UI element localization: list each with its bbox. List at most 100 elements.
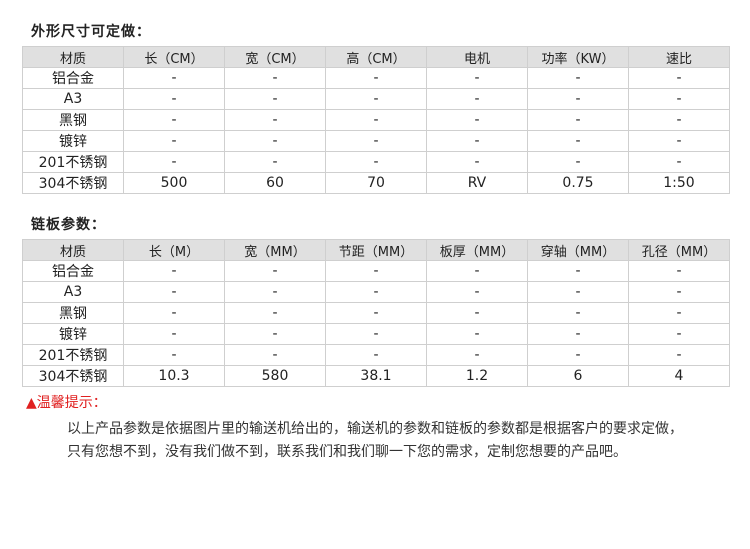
- note-paragraph: 以上产品参数是依据图片里的输送机给出的，输送机的参数和链板的参数都是根据客户的要…: [67, 418, 727, 464]
- table-cell: 70: [325, 172, 427, 194]
- table-cell: -: [426, 302, 528, 324]
- table-cell: RV: [426, 172, 528, 194]
- table-cell: -: [123, 67, 225, 89]
- table-row: 铝合金 - - - - - -: [22, 67, 730, 89]
- note-line: 只有您想不到，没有我们做不到，联系我们和我们聊一下您的需求，定制您想要的产品吧。: [67, 444, 627, 460]
- table-cell: 6: [527, 365, 629, 387]
- table-cell: -: [325, 151, 427, 173]
- table-cell: -: [426, 88, 528, 110]
- table-cell: -: [224, 88, 326, 110]
- table-cell: -: [123, 302, 225, 324]
- table-cell: -: [325, 88, 427, 110]
- table-cell: -: [426, 67, 528, 89]
- table-cell: -: [325, 260, 427, 282]
- column-header: 材质: [22, 46, 124, 68]
- table-cell: -: [325, 323, 427, 345]
- table-cell: -: [628, 130, 730, 152]
- column-header: 宽（CM）: [224, 46, 326, 68]
- table-row: 201不锈钢 - - - - - -: [22, 344, 730, 366]
- column-header: 孔径（MM）: [628, 239, 730, 261]
- column-header: 材质: [22, 239, 124, 261]
- section2-title: 链板参数：: [31, 217, 106, 233]
- table-cell: 201不锈钢: [22, 151, 124, 173]
- table-cell: -: [628, 302, 730, 324]
- table-row: 304不锈钢 500 60 70 RV 0.75 1:50: [22, 172, 730, 194]
- table-cell: 4: [628, 365, 730, 387]
- table-cell: 镀锌: [22, 130, 124, 152]
- column-header: 速比: [628, 46, 730, 68]
- table-row: 304不锈钢 10.3 580 38.1 1.2 6 4: [22, 365, 730, 387]
- table-cell: 铝合金: [22, 67, 124, 89]
- table-cell: -: [123, 281, 225, 303]
- table-cell: -: [527, 281, 629, 303]
- table-cell: -: [123, 109, 225, 131]
- column-header: 长（M）: [123, 239, 225, 261]
- table-row: A3- - - - - -: [22, 281, 730, 303]
- table-cell: -: [426, 151, 528, 173]
- table-cell: 304不锈钢: [22, 365, 124, 387]
- table-cell: 10.3: [123, 365, 225, 387]
- table-cell: -: [527, 88, 629, 110]
- table-cell: -: [527, 260, 629, 282]
- table-cell: -: [426, 281, 528, 303]
- table-cell: 580: [224, 365, 326, 387]
- table-cell: 0.75: [527, 172, 629, 194]
- table-cell: -: [325, 130, 427, 152]
- table-cell: -: [325, 302, 427, 324]
- column-header: 穿轴（MM）: [527, 239, 629, 261]
- table-cell: -: [325, 344, 427, 366]
- note-line: 以上产品参数是依据图片里的输送机给出的，输送机的参数和链板的参数都是根据客户的要…: [67, 421, 683, 437]
- table-cell: -: [123, 344, 225, 366]
- table-cell: A3: [22, 281, 124, 303]
- table-cell: -: [527, 109, 629, 131]
- table-cell: -: [426, 260, 528, 282]
- table-cell: -: [527, 67, 629, 89]
- table-row: 镀锌 - - - - - -: [22, 130, 730, 152]
- table-cell: 黑钢: [22, 109, 124, 131]
- table-cell: -: [527, 130, 629, 152]
- column-header: 板厚（MM）: [426, 239, 528, 261]
- column-header: 高（CM）: [325, 46, 427, 68]
- table-cell: -: [527, 151, 629, 173]
- table-cell: -: [224, 109, 326, 131]
- table-cell: 201不锈钢: [22, 344, 124, 366]
- table-cell: -: [628, 323, 730, 345]
- column-header: 功率（KW）: [527, 46, 629, 68]
- table-cell: -: [628, 151, 730, 173]
- table-cell: -: [123, 88, 225, 110]
- column-header: 节距（MM）: [325, 239, 427, 261]
- table-row: 铝合金 - - - - - -: [22, 260, 730, 282]
- table-cell: 500: [123, 172, 225, 194]
- table-cell: 1:50: [628, 172, 730, 194]
- table-cell: -: [224, 67, 326, 89]
- table-row: 201不锈钢 - - - - - -: [22, 151, 730, 173]
- chain-plate-table: 材质 长（M） 宽（MM） 节距（MM） 板厚（MM） 穿轴（MM） 孔径（MM） 铝合金 - -…: [22, 239, 730, 387]
- header-row: 材质 长（M） 宽（MM） 节距（MM） 板厚（MM） 穿轴（MM） 孔径（MM）: [22, 239, 730, 261]
- table-row: 黑钢 - - - - - -: [22, 109, 730, 131]
- table-cell: -: [426, 130, 528, 152]
- table-cell: -: [628, 344, 730, 366]
- table-cell: -: [628, 281, 730, 303]
- table-cell: -: [224, 302, 326, 324]
- table-cell: -: [426, 344, 528, 366]
- warm-tip-label: ▲温馨提示：: [26, 395, 107, 411]
- table-cell: A3: [22, 88, 124, 110]
- table-cell: -: [628, 109, 730, 131]
- table-cell: 38.1: [325, 365, 427, 387]
- table-cell: -: [123, 130, 225, 152]
- table-cell: 镀锌: [22, 323, 124, 345]
- table-cell: -: [426, 109, 528, 131]
- table-cell: -: [527, 344, 629, 366]
- table-cell: 铝合金: [22, 260, 124, 282]
- table-cell: -: [426, 323, 528, 345]
- header-row: 材质 长（CM） 宽（CM） 高（CM） 电机 功率（KW） 速比: [22, 46, 730, 68]
- table-cell: -: [527, 323, 629, 345]
- table-cell: -: [224, 323, 326, 345]
- table-cell: -: [527, 302, 629, 324]
- table-row: 镀锌 - - - - - -: [22, 323, 730, 345]
- table-cell: -: [628, 260, 730, 282]
- table-cell: -: [224, 130, 326, 152]
- table-cell: 60: [224, 172, 326, 194]
- table-cell: -: [224, 260, 326, 282]
- table-cell: -: [224, 344, 326, 366]
